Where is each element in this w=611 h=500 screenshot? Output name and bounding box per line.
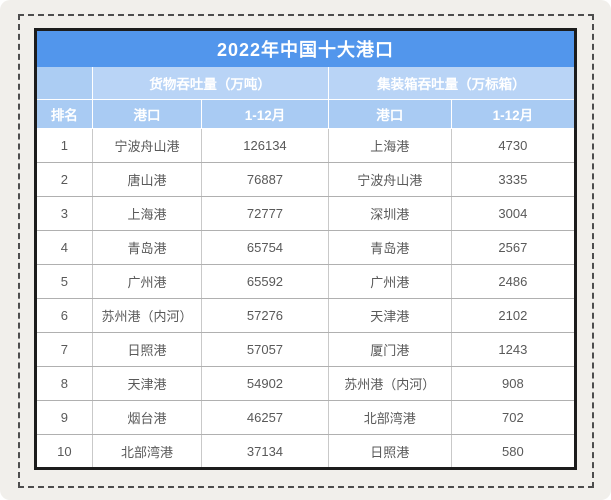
cargo-value-cell: 76887	[201, 162, 329, 197]
cargo-port-cell: 北部湾港	[91, 434, 203, 469]
column-header-rank: 排名	[35, 99, 93, 129]
cargo-port-cell: 宁波舟山港	[91, 128, 203, 163]
container-port-cell: 日照港	[327, 434, 452, 469]
cargo-value-cell: 65754	[201, 230, 329, 265]
column-header-container-period: 1-12月	[450, 99, 577, 129]
section-header-cargo: 货物吞吐量（万吨）	[91, 66, 329, 100]
container-value-cell: 702	[450, 400, 577, 435]
container-value-cell: 908	[450, 366, 577, 401]
container-value-cell: 1243	[450, 332, 577, 367]
section-header-container: 集装箱吞吐量（万标箱）	[327, 66, 577, 100]
cargo-port-cell: 上海港	[91, 196, 203, 231]
container-port-cell: 广州港	[327, 264, 452, 299]
rank-cell: 6	[35, 298, 93, 333]
column-header-cargo-period: 1-12月	[201, 99, 329, 129]
container-value-cell: 2486	[450, 264, 577, 299]
cargo-value-cell: 57276	[201, 298, 329, 333]
table-title-row: 2022年中国十大港口	[35, 29, 576, 67]
rank-cell: 3	[35, 196, 93, 231]
table-row: 8 天津港 54902 苏州港（内河） 908	[35, 366, 577, 401]
cargo-port-cell: 天津港	[91, 366, 203, 401]
table-row: 6 苏州港（内河） 57276 天津港 2102	[35, 298, 577, 333]
cargo-port-cell: 广州港	[91, 264, 203, 299]
cargo-value-cell: 54902	[201, 366, 329, 401]
table-row: 3 上海港 72777 深圳港 3004	[35, 196, 577, 231]
cargo-port-cell: 苏州港（内河）	[91, 298, 203, 333]
cargo-port-cell: 日照港	[91, 332, 203, 367]
table-row: 1 宁波舟山港 126134 上海港 4730	[35, 128, 577, 163]
container-port-cell: 上海港	[327, 128, 452, 163]
cargo-value-cell: 126134	[201, 128, 329, 163]
rank-cell: 10	[35, 434, 93, 469]
container-value-cell: 3335	[450, 162, 577, 197]
rank-cell: 9	[35, 400, 93, 435]
rank-cell: 8	[35, 366, 93, 401]
container-port-cell: 北部湾港	[327, 400, 452, 435]
container-port-cell: 苏州港（内河）	[327, 366, 452, 401]
table-row: 4 青岛港 65754 青岛港 2567	[35, 230, 577, 265]
column-header-row: 排名 港口 1-12月 港口 1-12月	[35, 99, 577, 129]
cargo-value-cell: 46257	[201, 400, 329, 435]
table-row: 10 北部湾港 37134 日照港 580	[35, 434, 577, 469]
container-value-cell: 4730	[450, 128, 577, 163]
rank-cell: 7	[35, 332, 93, 367]
container-port-cell: 宁波舟山港	[327, 162, 452, 197]
rank-cell: 4	[35, 230, 93, 265]
container-port-cell: 天津港	[327, 298, 452, 333]
cargo-value-cell: 65592	[201, 264, 329, 299]
container-value-cell: 580	[450, 434, 577, 469]
section-header-row: 货物吞吐量（万吨） 集装箱吞吐量（万标箱）	[35, 66, 577, 100]
ports-table: 2022年中国十大港口 货物吞吐量（万吨） 集装箱吞吐量（万标箱） 排名 港口 …	[34, 28, 577, 470]
table-row: 2 唐山港 76887 宁波舟山港 3335	[35, 162, 577, 197]
container-port-cell: 厦门港	[327, 332, 452, 367]
cargo-value-cell: 37134	[201, 434, 329, 469]
column-header-container-port: 港口	[327, 99, 452, 129]
table-row: 5 广州港 65592 广州港 2486	[35, 264, 577, 299]
rank-cell: 5	[35, 264, 93, 299]
column-header-cargo-port: 港口	[91, 99, 203, 129]
container-port-cell: 青岛港	[327, 230, 452, 265]
container-port-cell: 深圳港	[327, 196, 452, 231]
cargo-port-cell: 烟台港	[91, 400, 203, 435]
cargo-port-cell: 唐山港	[91, 162, 203, 197]
rank-cell: 2	[35, 162, 93, 197]
table-row: 9 烟台港 46257 北部湾港 702	[35, 400, 577, 435]
container-value-cell: 3004	[450, 196, 577, 231]
corner-cell	[35, 66, 93, 100]
table-title: 2022年中国十大港口	[35, 29, 576, 67]
container-value-cell: 2102	[450, 298, 577, 333]
rank-cell: 1	[35, 128, 93, 163]
table-row: 7 日照港 57057 厦门港 1243	[35, 332, 577, 367]
cargo-value-cell: 72777	[201, 196, 329, 231]
cargo-value-cell: 57057	[201, 332, 329, 367]
container-value-cell: 2567	[450, 230, 577, 265]
cargo-port-cell: 青岛港	[91, 230, 203, 265]
